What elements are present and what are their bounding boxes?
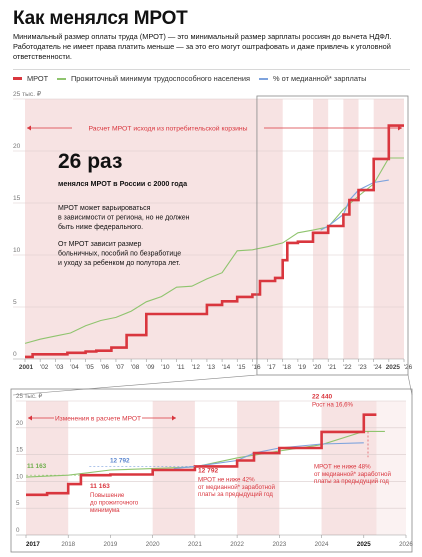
- y-tick-label: 15: [13, 195, 21, 202]
- x-tick-label: 2017: [26, 541, 40, 548]
- x-tick-label: '20: [313, 364, 322, 371]
- x-tick-label: '03: [55, 364, 64, 371]
- y-tick-label: 5: [13, 299, 17, 306]
- year-gap: [194, 401, 238, 535]
- annotation-2018-text: Повышение до прожиточного минимума: [90, 492, 139, 514]
- annotation-2025-text: МРОТ не ниже 48% от медианной* заработной…: [314, 463, 391, 485]
- series-line-subsistence: [24, 157, 404, 344]
- x-tick-label: 2019: [104, 541, 118, 548]
- y-unit-label: 25 тыс. ₽: [16, 393, 42, 400]
- legend-label-median: % от медианной* зарплаты: [273, 74, 367, 83]
- y-tick-label: 5: [16, 500, 20, 507]
- y-tick-label: 10: [16, 473, 23, 480]
- y-unit-label: 25 тыс. ₽: [13, 91, 41, 98]
- legend-swatch-subsistence: [57, 77, 66, 80]
- page-title: Как менялся МРОТ: [13, 8, 188, 29]
- x-tick-label: '15: [237, 364, 246, 371]
- note-benefits: От МРОТ зависит размер больничных, пособи…: [58, 241, 181, 267]
- year-gap: [282, 99, 314, 359]
- legend-swatch-mrot: [13, 77, 22, 80]
- legend-swatch-median: [259, 77, 268, 80]
- x-tick-label: '24: [374, 364, 383, 371]
- zoom-connector-left: [12, 374, 257, 396]
- x-tick-label: 2025: [386, 364, 401, 371]
- y-tick-label: 0: [13, 351, 17, 358]
- year-gap: [68, 401, 153, 535]
- band-arrow-left-head: [28, 415, 32, 421]
- annotation-2021-text: МРОТ не ниже 42% от медианной* заработной…: [198, 476, 275, 498]
- big-number: 26 раз: [58, 150, 122, 173]
- band-arrow-left-head: [27, 125, 31, 131]
- legend-item-subsistence: Прожиточный минимум трудоспособного насе…: [57, 74, 250, 83]
- divider: [13, 69, 410, 70]
- series-line-subsistence: [25, 430, 385, 478]
- annotation-median-start: 12 792: [110, 457, 130, 464]
- x-tick-label: 2020: [146, 541, 160, 548]
- y-tick-label: 20: [16, 420, 23, 427]
- x-tick-label: 2024: [315, 541, 329, 548]
- x-tick-label: '22: [343, 364, 352, 371]
- legend-item-mrot: МРОТ: [13, 74, 48, 83]
- x-tick-label: '05: [85, 364, 94, 371]
- x-tick-label: 2021: [188, 541, 202, 548]
- annotation-2021-value: 12 792: [198, 467, 219, 474]
- band-label: Изменения в расчете МРОТ: [55, 416, 141, 423]
- x-tick-label: 2018: [61, 541, 75, 548]
- annotation-subsistence-start: 11 163: [27, 463, 47, 470]
- x-tick-label: '11: [177, 364, 185, 371]
- zoom-connector-right: [407, 374, 413, 396]
- x-tick-label: '10: [161, 364, 170, 371]
- detail-frame: [10, 388, 413, 553]
- x-tick-label: 2022: [230, 541, 244, 548]
- x-tick-label: 2001: [19, 364, 34, 371]
- x-tick-label: '19: [298, 364, 307, 371]
- y-tick-label: 10: [13, 247, 21, 254]
- legend-label-subsistence: Прожиточный минимум трудоспособного насе…: [71, 74, 251, 83]
- x-tick-label: '14: [222, 364, 231, 371]
- series-line-mrot: [26, 413, 377, 497]
- legend: МРОТ Прожиточный минимум трудоспособного…: [13, 74, 413, 86]
- future-gap: [376, 401, 406, 535]
- detail-chart: 25 тыс. ₽ 20 15 10 5 0 2017 2018 2019 2020 2021 202…: [10, 388, 413, 553]
- year-gap: [279, 401, 322, 535]
- year-gap: [328, 99, 344, 359]
- x-tick-label: '21: [328, 364, 337, 371]
- legend-label-mrot: МРОТ: [27, 74, 49, 83]
- x-tick-label: 2023: [272, 541, 286, 548]
- annotation-2025-value: 22 440: [312, 394, 333, 401]
- intro-text: Минимальный размер оплаты труда (МРОТ) —…: [13, 32, 392, 62]
- x-tick-label: '02: [40, 364, 49, 371]
- x-tick-label: '17: [267, 364, 276, 371]
- year-gap: [358, 99, 374, 359]
- x-tick-label: '04: [70, 364, 79, 371]
- legend-item-median: % от медианной* зарплаты: [259, 74, 367, 83]
- x-tick-label: '13: [207, 364, 216, 371]
- annotation-2018-value: 11 163: [90, 483, 110, 490]
- x-tick-label: '09: [146, 364, 155, 371]
- y-tick-label: 20: [13, 143, 21, 150]
- x-tick-label: '18: [283, 364, 292, 371]
- y-tick-label: 15: [16, 447, 23, 454]
- big-caption: менялся МРОТ в России с 2000 года: [58, 179, 188, 188]
- band-arrow-right-head: [172, 415, 176, 421]
- annotation-2025-sub: Рост на 16,6%: [312, 402, 354, 409]
- x-tick-label: 2025: [357, 541, 371, 548]
- series-line-mrot: [25, 124, 404, 359]
- x-tick-label: '12: [192, 364, 201, 371]
- x-tick-label: '08: [131, 364, 140, 371]
- x-tick-label: 2026: [399, 541, 413, 548]
- note-regional: МРОТ может варьироваться в зависимости от…: [58, 205, 190, 231]
- x-tick-label: '07: [116, 364, 125, 371]
- y-tick-label: 0: [16, 527, 20, 534]
- x-tick-label: '23: [358, 364, 367, 371]
- zoom-frame: [256, 95, 409, 376]
- x-tick-label: '06: [101, 364, 110, 371]
- band-label: Расчет МРОТ исходя из потребительской ко…: [88, 125, 247, 133]
